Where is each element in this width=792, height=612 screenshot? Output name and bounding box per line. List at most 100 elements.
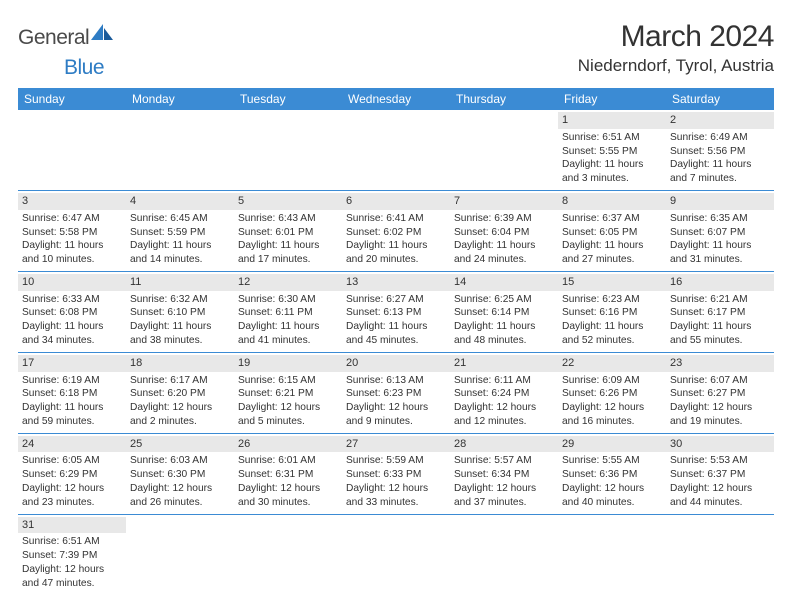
- daylight-text: Daylight: 12 hours and 26 minutes.: [130, 482, 230, 510]
- day-cell: [126, 110, 234, 190]
- day-info: Sunrise: 6:51 AMSunset: 5:55 PMDaylight:…: [562, 131, 662, 186]
- day-number: 21: [450, 355, 558, 372]
- logo-text-blue: Blue: [64, 56, 104, 79]
- sunset-text: Sunset: 6:17 PM: [670, 306, 770, 320]
- sunset-text: Sunset: 6:27 PM: [670, 387, 770, 401]
- daylight-text: Daylight: 11 hours and 45 minutes.: [346, 320, 446, 348]
- sunset-text: Sunset: 6:36 PM: [562, 468, 662, 482]
- daylight-text: Daylight: 11 hours and 48 minutes.: [454, 320, 554, 348]
- title-area: March 2024 Niederndorf, Tyrol, Austria: [578, 20, 774, 76]
- sunrise-text: Sunrise: 6:47 AM: [22, 212, 122, 226]
- sunset-text: Sunset: 6:16 PM: [562, 306, 662, 320]
- location-text: Niederndorf, Tyrol, Austria: [578, 56, 774, 76]
- daylight-text: Daylight: 12 hours and 37 minutes.: [454, 482, 554, 510]
- day-cell: [342, 515, 450, 595]
- day-cell: [450, 515, 558, 595]
- day-cell: 5 Sunrise: 6:43 AMSunset: 6:01 PMDaylight…: [234, 191, 342, 271]
- day-info: Sunrise: 6:32 AMSunset: 6:10 PMDaylight:…: [130, 293, 230, 348]
- sunset-text: Sunset: 6:34 PM: [454, 468, 554, 482]
- sunrise-text: Sunrise: 6:27 AM: [346, 293, 446, 307]
- day-number: 6: [342, 193, 450, 210]
- day-info: Sunrise: 5:53 AMSunset: 6:37 PMDaylight:…: [670, 454, 770, 509]
- day-info: Sunrise: 6:43 AMSunset: 6:01 PMDaylight:…: [238, 212, 338, 267]
- sunrise-text: Sunrise: 6:13 AM: [346, 374, 446, 388]
- daylight-text: Daylight: 11 hours and 17 minutes.: [238, 239, 338, 267]
- day-info: Sunrise: 6:45 AMSunset: 5:59 PMDaylight:…: [130, 212, 230, 267]
- daylight-text: Daylight: 11 hours and 34 minutes.: [22, 320, 122, 348]
- daylight-text: Daylight: 12 hours and 33 minutes.: [346, 482, 446, 510]
- day-cell: [450, 110, 558, 190]
- daylight-text: Daylight: 11 hours and 20 minutes.: [346, 239, 446, 267]
- day-cell: 21 Sunrise: 6:11 AMSunset: 6:24 PMDayligh…: [450, 353, 558, 433]
- sunrise-text: Sunrise: 6:32 AM: [130, 293, 230, 307]
- day-info: Sunrise: 6:33 AMSunset: 6:08 PMDaylight:…: [22, 293, 122, 348]
- day-cell: 6Sunrise: 6:41 AMSunset: 6:02 PMDaylight…: [342, 191, 450, 271]
- day-header-monday: Monday: [126, 88, 234, 110]
- week-row: 31Sunrise: 6:51 AMSunset: 7:39 PMDayligh…: [18, 515, 774, 595]
- day-header-tuesday: Tuesday: [234, 88, 342, 110]
- day-info: Sunrise: 6:09 AMSunset: 6:26 PMDaylight:…: [562, 374, 662, 429]
- sunrise-text: Sunrise: 6:15 AM: [238, 374, 338, 388]
- sunset-text: Sunset: 6:02 PM: [346, 226, 446, 240]
- day-info: Sunrise: 6:35 AMSunset: 6:07 PMDaylight:…: [670, 212, 770, 267]
- week-row: 1 Sunrise: 6:51 AMSunset: 5:55 PMDaylight…: [18, 110, 774, 191]
- day-info: Sunrise: 6:47 AMSunset: 5:58 PMDaylight:…: [22, 212, 122, 267]
- day-number: 20: [342, 355, 450, 372]
- day-cell: 16 Sunrise: 6:21 AMSunset: 6:17 PMDayligh…: [666, 272, 774, 352]
- sunrise-text: Sunrise: 6:45 AM: [130, 212, 230, 226]
- day-info: Sunrise: 6:13 AMSunset: 6:23 PMDaylight:…: [346, 374, 446, 429]
- day-number: [342, 517, 450, 534]
- sunset-text: Sunset: 6:18 PM: [22, 387, 122, 401]
- day-cell: 15Sunrise: 6:23 AMSunset: 6:16 PMDayligh…: [558, 272, 666, 352]
- day-info: Sunrise: 6:19 AMSunset: 6:18 PMDaylight:…: [22, 374, 122, 429]
- daylight-text: Daylight: 11 hours and 7 minutes.: [670, 158, 770, 186]
- day-number: 31: [18, 517, 126, 534]
- sunrise-text: Sunrise: 6:33 AM: [22, 293, 122, 307]
- daylight-text: Daylight: 11 hours and 59 minutes.: [22, 401, 122, 429]
- calendar-page: General March 2024 Niederndorf, Tyrol, A…: [0, 0, 792, 594]
- week-row: 3Sunrise: 6:47 AMSunset: 5:58 PMDaylight…: [18, 191, 774, 272]
- day-info: Sunrise: 6:30 AMSunset: 6:11 PMDaylight:…: [238, 293, 338, 348]
- sail-icon: [91, 24, 113, 45]
- day-number: 7: [450, 193, 558, 210]
- day-header-friday: Friday: [558, 88, 666, 110]
- daylight-text: Daylight: 11 hours and 41 minutes.: [238, 320, 338, 348]
- day-cell: [558, 515, 666, 595]
- sunrise-text: Sunrise: 5:57 AM: [454, 454, 554, 468]
- sunrise-text: Sunrise: 6:35 AM: [670, 212, 770, 226]
- daylight-text: Daylight: 12 hours and 23 minutes.: [22, 482, 122, 510]
- daylight-text: Daylight: 11 hours and 38 minutes.: [130, 320, 230, 348]
- day-number: 29: [558, 436, 666, 453]
- day-number: 17: [18, 355, 126, 372]
- sunset-text: Sunset: 5:58 PM: [22, 226, 122, 240]
- day-info: Sunrise: 6:25 AMSunset: 6:14 PMDaylight:…: [454, 293, 554, 348]
- day-info: Sunrise: 6:21 AMSunset: 6:17 PMDaylight:…: [670, 293, 770, 348]
- day-number: [450, 517, 558, 534]
- day-number: 14: [450, 274, 558, 291]
- sunset-text: Sunset: 6:01 PM: [238, 226, 338, 240]
- day-number: 10: [18, 274, 126, 291]
- day-info: Sunrise: 6:23 AMSunset: 6:16 PMDaylight:…: [562, 293, 662, 348]
- day-info: Sunrise: 6:37 AMSunset: 6:05 PMDaylight:…: [562, 212, 662, 267]
- sunrise-text: Sunrise: 6:23 AM: [562, 293, 662, 307]
- day-cell: 17 Sunrise: 6:19 AMSunset: 6:18 PMDayligh…: [18, 353, 126, 433]
- day-info: Sunrise: 6:11 AMSunset: 6:24 PMDaylight:…: [454, 374, 554, 429]
- day-cell: [666, 515, 774, 595]
- day-info: Sunrise: 6:05 AMSunset: 6:29 PMDaylight:…: [22, 454, 122, 509]
- day-number: 1: [558, 112, 666, 129]
- logo-text-general: General: [18, 26, 89, 50]
- sunrise-text: Sunrise: 6:30 AM: [238, 293, 338, 307]
- day-number: 3: [18, 193, 126, 210]
- day-number: [234, 112, 342, 129]
- day-cell: 19Sunrise: 6:15 AMSunset: 6:21 PMDayligh…: [234, 353, 342, 433]
- day-number: 5: [234, 193, 342, 210]
- day-cell: 18Sunrise: 6:17 AMSunset: 6:20 PMDayligh…: [126, 353, 234, 433]
- day-info: Sunrise: 5:59 AMSunset: 6:33 PMDaylight:…: [346, 454, 446, 509]
- day-number: 16: [666, 274, 774, 291]
- day-number: [234, 517, 342, 534]
- day-info: Sunrise: 6:15 AMSunset: 6:21 PMDaylight:…: [238, 374, 338, 429]
- daylight-text: Daylight: 12 hours and 30 minutes.: [238, 482, 338, 510]
- day-number: 13: [342, 274, 450, 291]
- daylight-text: Daylight: 11 hours and 31 minutes.: [670, 239, 770, 267]
- daylight-text: Daylight: 11 hours and 3 minutes.: [562, 158, 662, 186]
